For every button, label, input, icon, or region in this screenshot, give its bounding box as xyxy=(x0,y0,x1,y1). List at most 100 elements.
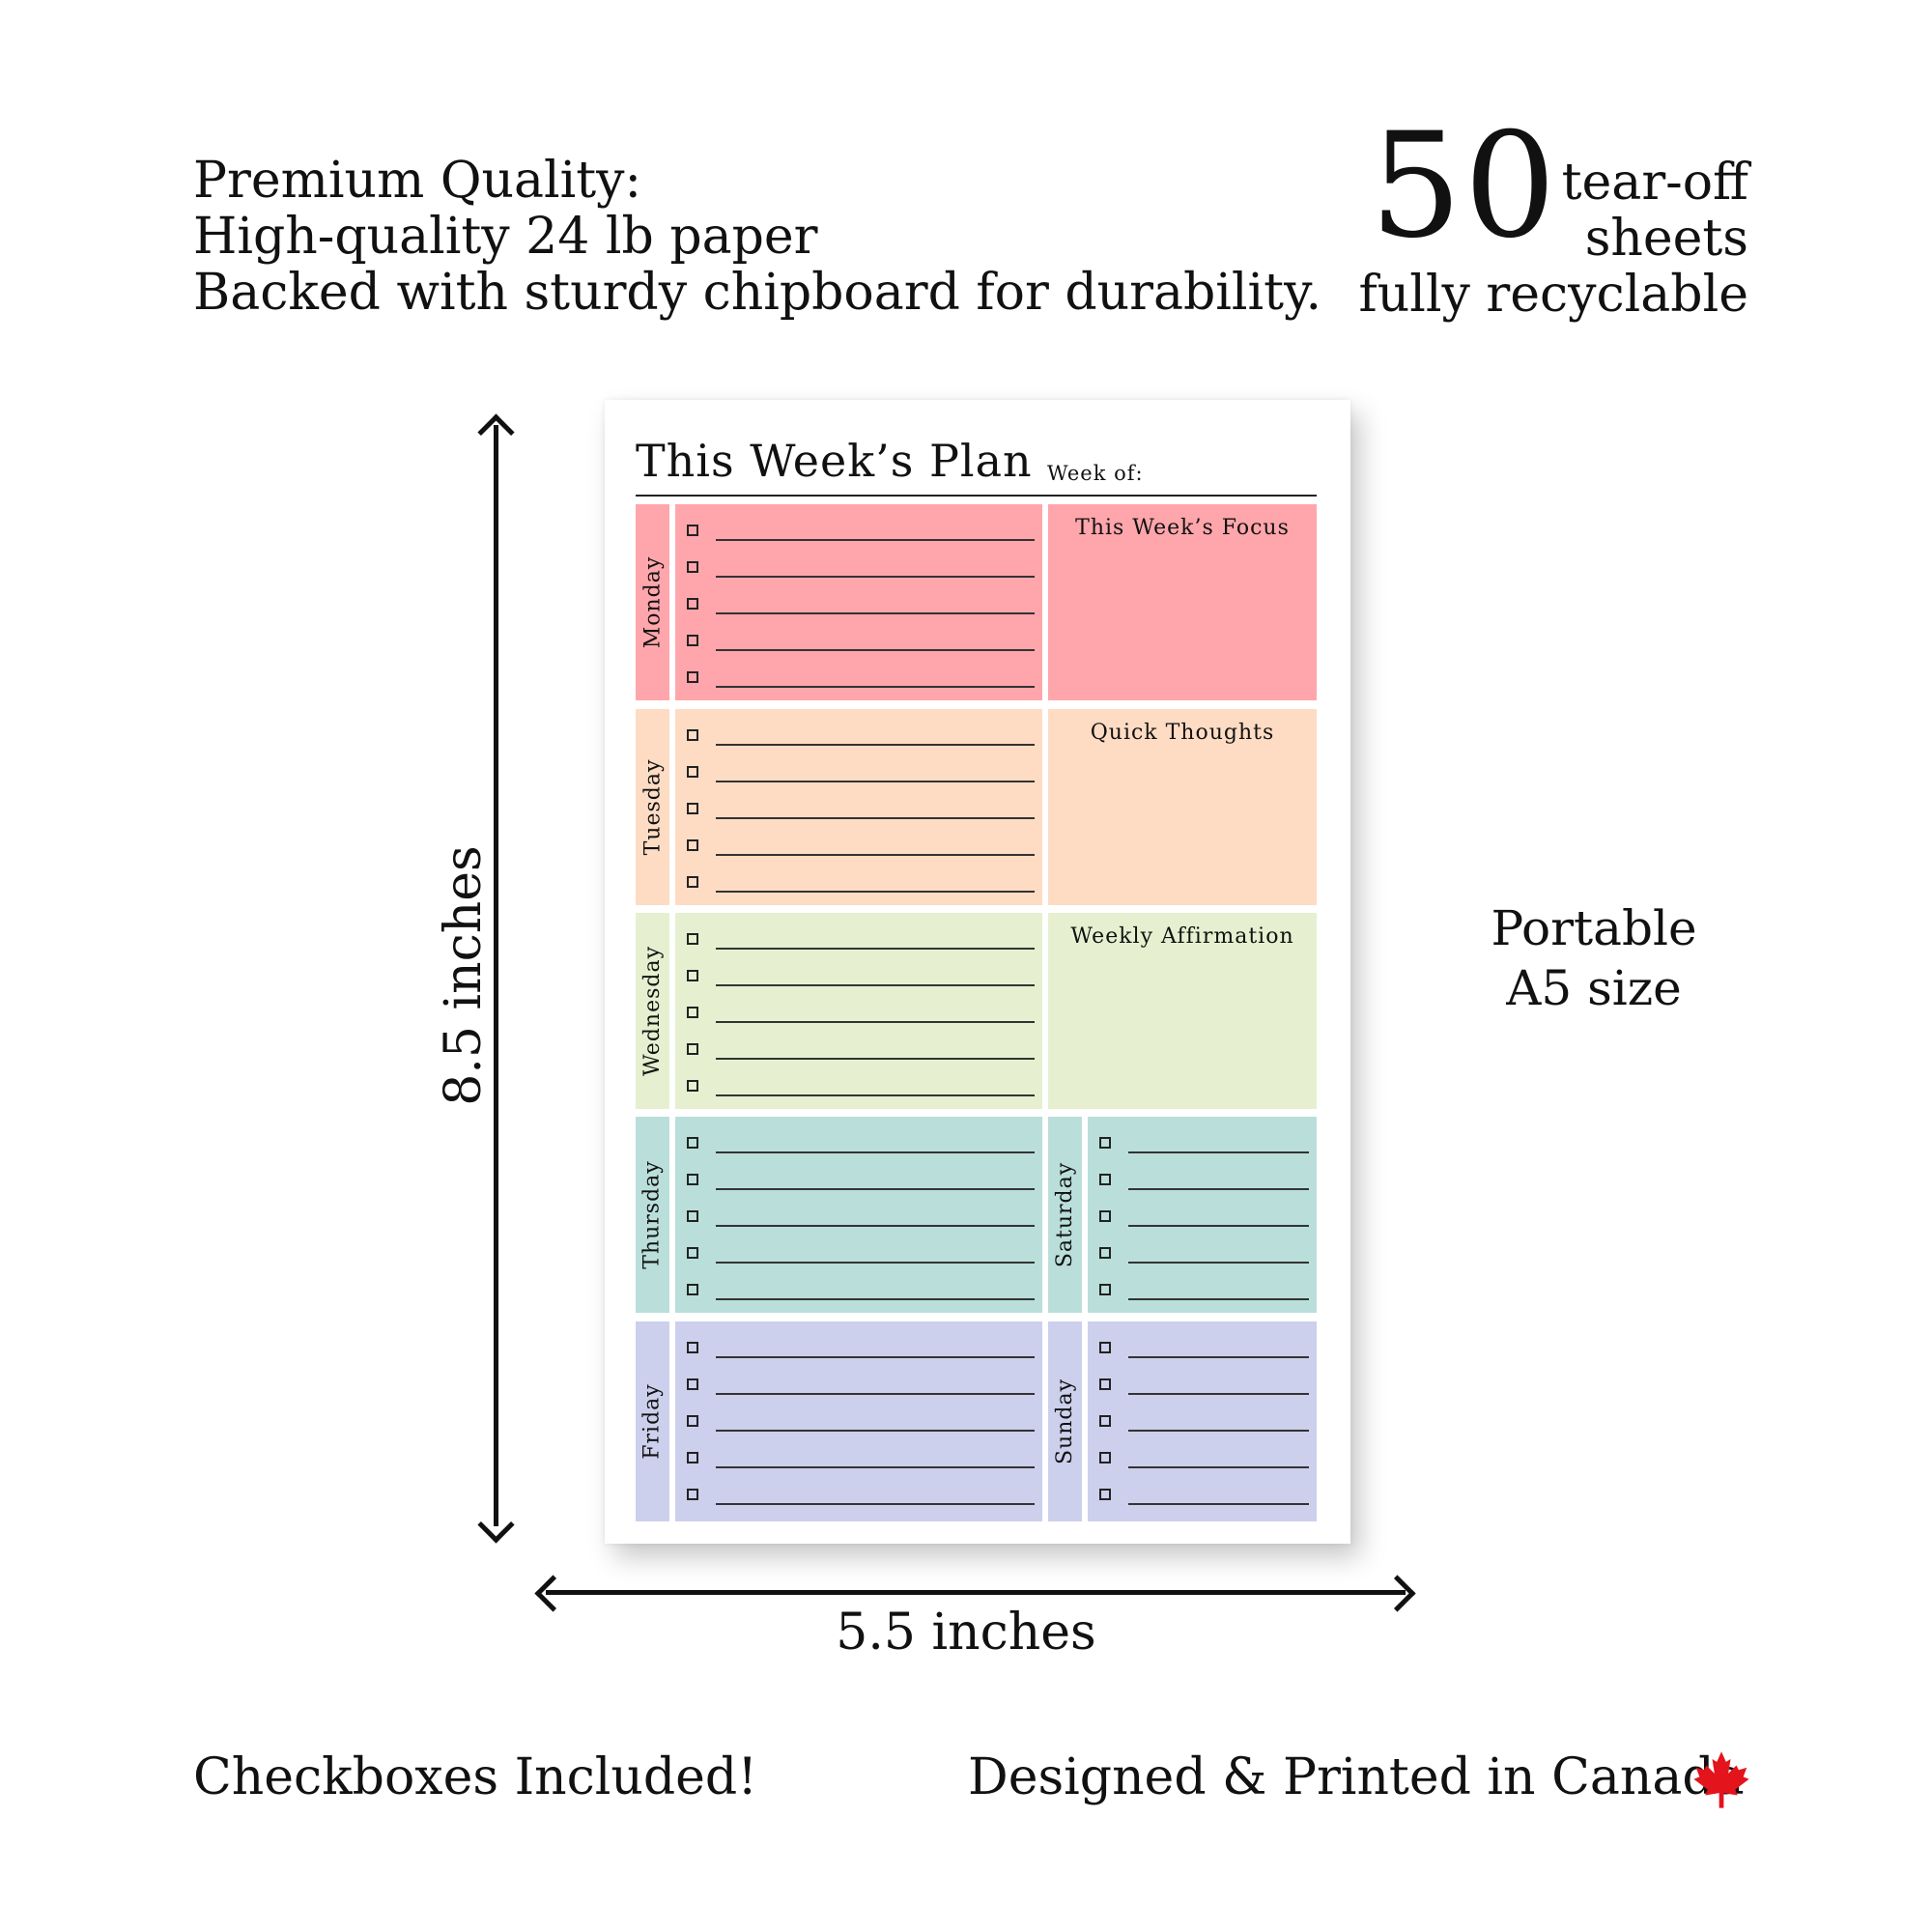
sheets-label-line-1: tear-off xyxy=(1561,154,1748,212)
task-row xyxy=(687,930,1035,950)
week-of-label: Week of: xyxy=(1047,462,1144,485)
day-name: Friday xyxy=(640,1383,666,1460)
checkbox-icon[interactable] xyxy=(1099,1415,1111,1427)
task-row xyxy=(1099,1281,1309,1300)
writing-line xyxy=(716,1298,1035,1300)
checkbox-icon[interactable] xyxy=(1099,1210,1111,1222)
task-row xyxy=(687,1077,1035,1096)
checkbox-icon[interactable] xyxy=(1099,1247,1111,1259)
checkbox-icon[interactable] xyxy=(687,1415,698,1427)
day-name: Sunday xyxy=(1053,1378,1078,1465)
task-row xyxy=(1099,1412,1309,1432)
checkbox-icon[interactable] xyxy=(687,766,698,778)
day-label-friday: Friday xyxy=(636,1321,669,1521)
writing-line xyxy=(1128,1466,1309,1468)
task-row xyxy=(687,837,1035,856)
thoughts-panel: Quick Thoughts xyxy=(1048,709,1317,905)
checkbox-icon[interactable] xyxy=(687,1174,698,1185)
checkbox-icon[interactable] xyxy=(687,671,698,683)
task-list-sunday xyxy=(1088,1321,1317,1521)
writing-line xyxy=(716,1356,1035,1358)
checkbox-icon[interactable] xyxy=(687,1007,698,1018)
writing-line xyxy=(1128,1503,1309,1505)
checkbox-icon[interactable] xyxy=(1099,1452,1111,1463)
writing-line xyxy=(1128,1393,1309,1395)
writing-line xyxy=(1128,1262,1309,1264)
day-label-monday: Monday xyxy=(636,504,669,700)
checkbox-icon[interactable] xyxy=(687,1378,698,1390)
task-row xyxy=(687,873,1035,893)
writing-line xyxy=(716,1503,1035,1505)
width-label: 5.5 inches xyxy=(836,1604,1096,1662)
affirmation-panel: Weekly Affirmation xyxy=(1048,913,1317,1109)
task-row xyxy=(687,1339,1035,1358)
checkbox-icon[interactable] xyxy=(687,635,698,646)
writing-line xyxy=(716,854,1035,856)
checkbox-icon[interactable] xyxy=(1099,1284,1111,1295)
checkbox-icon[interactable] xyxy=(687,1080,698,1092)
height-arrow xyxy=(494,425,498,1526)
day-label-thursday: Thursday xyxy=(636,1117,669,1313)
checkbox-icon[interactable] xyxy=(687,1137,698,1149)
task-list-wednesday xyxy=(675,913,1042,1109)
writing-line xyxy=(1128,1151,1309,1153)
writing-line xyxy=(716,612,1035,614)
task-row xyxy=(687,1004,1035,1023)
task-row xyxy=(687,1040,1035,1060)
writing-line xyxy=(716,539,1035,541)
day-label-sunday: Sunday xyxy=(1048,1321,1082,1521)
checkbox-icon[interactable] xyxy=(687,1452,698,1463)
affirmation-title: Weekly Affirmation xyxy=(1070,924,1294,949)
maple-leaf-icon xyxy=(1693,1751,1749,1808)
checkbox-icon[interactable] xyxy=(687,598,698,610)
checkbox-icon[interactable] xyxy=(1099,1174,1111,1185)
focus-title: This Week’s Focus xyxy=(1075,516,1290,540)
checkbox-icon[interactable] xyxy=(1099,1137,1111,1149)
writing-line xyxy=(716,891,1035,893)
checkbox-icon[interactable] xyxy=(687,1284,698,1295)
checkbox-icon[interactable] xyxy=(687,933,698,945)
checkbox-icon[interactable] xyxy=(687,970,698,981)
checkbox-icon[interactable] xyxy=(687,1489,698,1500)
checkbox-icon[interactable] xyxy=(1099,1342,1111,1353)
writing-line xyxy=(716,649,1035,651)
recyclable-label: fully recyclable xyxy=(1358,266,1748,324)
made-in-canada-label: Designed & Printed in Canada xyxy=(968,1748,1745,1806)
checkbox-icon[interactable] xyxy=(687,876,698,888)
writing-line xyxy=(716,781,1035,782)
features-text: Premium Quality: High-quality 24 lb pape… xyxy=(193,153,1321,321)
focus-panel: This Week’s Focus xyxy=(1048,504,1317,700)
title-rule xyxy=(636,495,1317,497)
writing-line xyxy=(1128,1188,1309,1190)
writing-line xyxy=(716,984,1035,986)
checkbox-icon[interactable] xyxy=(1099,1378,1111,1390)
checkbox-icon[interactable] xyxy=(1099,1489,1111,1500)
checkbox-icon[interactable] xyxy=(687,1342,698,1353)
checkbox-icon[interactable] xyxy=(687,525,698,536)
task-row xyxy=(687,1134,1035,1153)
day-name: Thursday xyxy=(640,1160,666,1269)
checkbox-icon[interactable] xyxy=(687,1210,698,1222)
checkbox-icon[interactable] xyxy=(687,561,698,573)
day-name: Wednesday xyxy=(640,945,665,1077)
task-row xyxy=(1099,1376,1309,1395)
checkbox-icon[interactable] xyxy=(687,1247,698,1259)
task-list-thursday xyxy=(675,1117,1042,1313)
writing-line xyxy=(716,1393,1035,1395)
task-row xyxy=(687,1244,1035,1264)
task-row xyxy=(687,1171,1035,1190)
portable-line-1: Portable xyxy=(1491,900,1697,956)
task-row xyxy=(1099,1486,1309,1505)
writing-line xyxy=(1128,1225,1309,1227)
task-row xyxy=(687,522,1035,541)
writing-line xyxy=(716,1225,1035,1227)
checkbox-icon[interactable] xyxy=(687,803,698,814)
task-row xyxy=(1099,1244,1309,1264)
task-list-friday xyxy=(675,1321,1042,1521)
checkbox-icon[interactable] xyxy=(687,839,698,851)
task-row xyxy=(1099,1171,1309,1190)
checkbox-icon[interactable] xyxy=(687,729,698,741)
checkbox-icon[interactable] xyxy=(687,1043,698,1055)
task-list-saturday xyxy=(1088,1117,1317,1313)
